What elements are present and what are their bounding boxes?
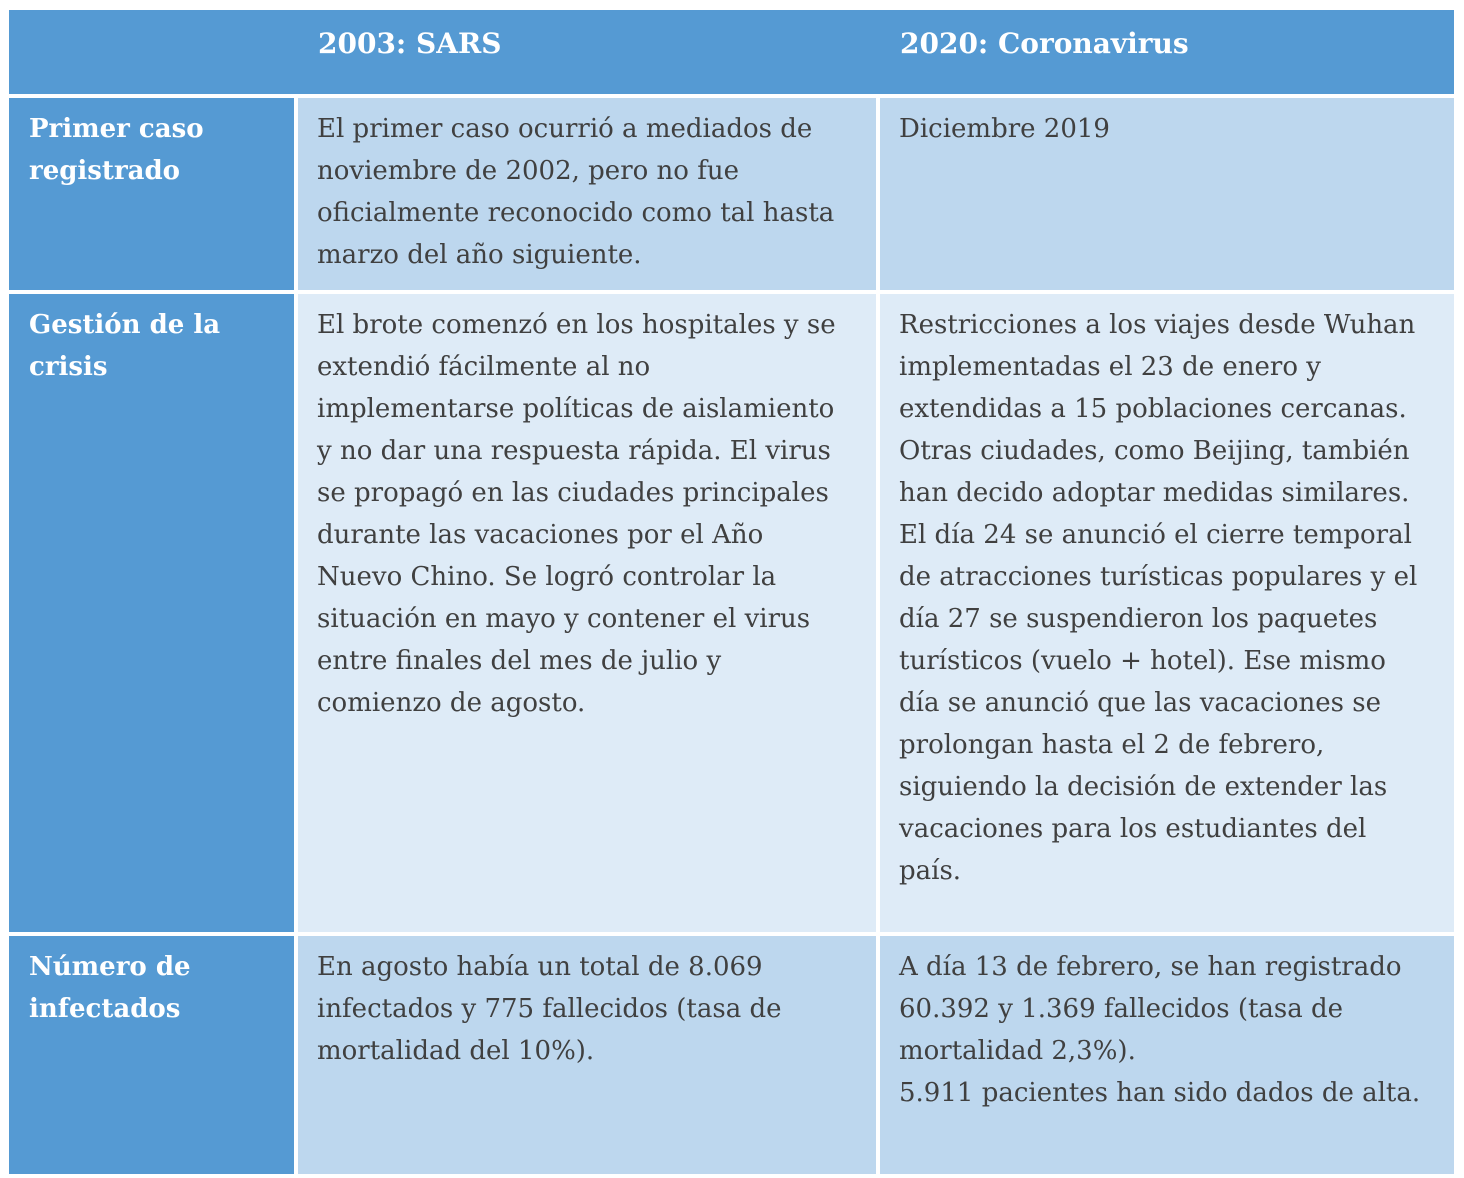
row-header-gestion-crisis: Gestión de la crisis [9, 294, 294, 932]
cell-sars-numero-infectados: En agosto había un total de 8.069 infect… [298, 936, 876, 1174]
sars-coronavirus-comparison-table: 2003: SARS 2020: Coronavirus Primer caso… [9, 10, 1454, 1174]
row-header-numero-infectados: Número de infectados [9, 936, 294, 1174]
table-row-gestion-crisis: Gestión de la crisis El brote comenzó en… [9, 294, 1454, 932]
cell-coronavirus-gestion-crisis: Restricciones a los viajes desde Wuhan i… [880, 294, 1454, 932]
cell-coronavirus-numero-infectados: A día 13 de febrero, se han registrado 6… [880, 936, 1454, 1174]
table-header-row: 2003: SARS 2020: Coronavirus [9, 10, 1454, 94]
table-row-primer-caso: Primer caso registrado El primer caso oc… [9, 98, 1454, 290]
column-header-sars: 2003: SARS [318, 27, 502, 60]
corner-cell [9, 10, 298, 94]
cell-sars-primer-caso: El primer caso ocurrió a mediados de nov… [298, 98, 876, 290]
row-header-primer-caso: Primer caso registrado [9, 98, 294, 290]
column-header-coronavirus: 2020: Coronavirus [900, 27, 1189, 60]
cell-sars-gestion-crisis: El brote comenzó en los hospitales y se … [298, 294, 876, 932]
cell-coronavirus-primer-caso: Diciembre 2019 [880, 98, 1454, 290]
table-row-numero-infectados: Número de infectados En agosto había un … [9, 936, 1454, 1174]
